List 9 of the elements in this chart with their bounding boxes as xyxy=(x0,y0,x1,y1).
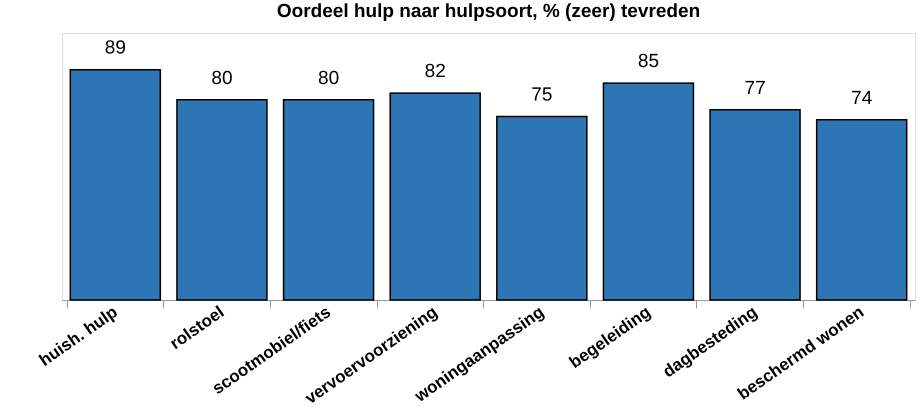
data-label: 89 xyxy=(104,38,126,59)
data-label: 82 xyxy=(424,61,446,82)
data-label: 75 xyxy=(531,84,552,106)
data-label: 80 xyxy=(318,68,340,89)
data-label: 80 xyxy=(211,68,233,89)
data-label: 85 xyxy=(638,51,660,72)
data-label: 77 xyxy=(744,78,766,99)
data-label: 74 xyxy=(851,88,873,109)
chart-title: Oordeel hulp naar hulpsoort, % (zeer) tevreden xyxy=(276,1,700,22)
